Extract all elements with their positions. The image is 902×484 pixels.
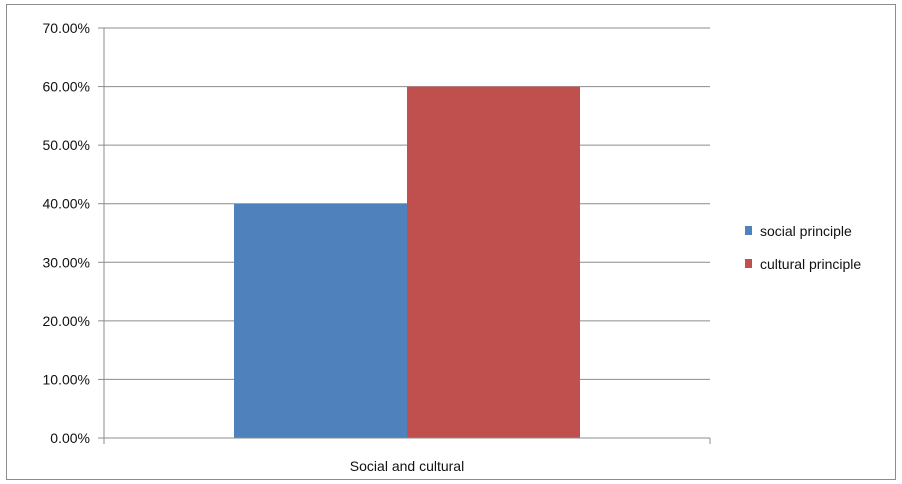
y-tick-label: 20.00% [43, 313, 90, 329]
axes [98, 27, 711, 444]
y-tick-label: 50.00% [43, 137, 90, 153]
y-tick-label: 70.00% [43, 20, 90, 36]
y-tick-labels: 0.00% 10.00% 20.00% 30.00% 40.00% 50.00% 60.00… [43, 20, 90, 446]
x-category-label: Social and cultural [350, 458, 464, 474]
y-tick-label: 10.00% [43, 371, 90, 387]
x-category-labels: Social and cultural [350, 458, 464, 474]
y-tick-label: 0.00% [50, 430, 90, 446]
legend-label: social principle [760, 223, 852, 239]
bars [234, 86, 580, 439]
legend: social principle cultural principle [745, 223, 861, 272]
bar-cultural-principle [407, 86, 580, 439]
y-tick-label: 40.00% [43, 196, 90, 212]
y-tick-label: 30.00% [43, 254, 90, 270]
bar-social-principle [234, 203, 407, 438]
legend-label: cultural principle [760, 256, 861, 272]
y-tick-label: 60.00% [43, 79, 90, 95]
legend-swatch [745, 259, 752, 268]
legend-swatch [745, 226, 752, 235]
